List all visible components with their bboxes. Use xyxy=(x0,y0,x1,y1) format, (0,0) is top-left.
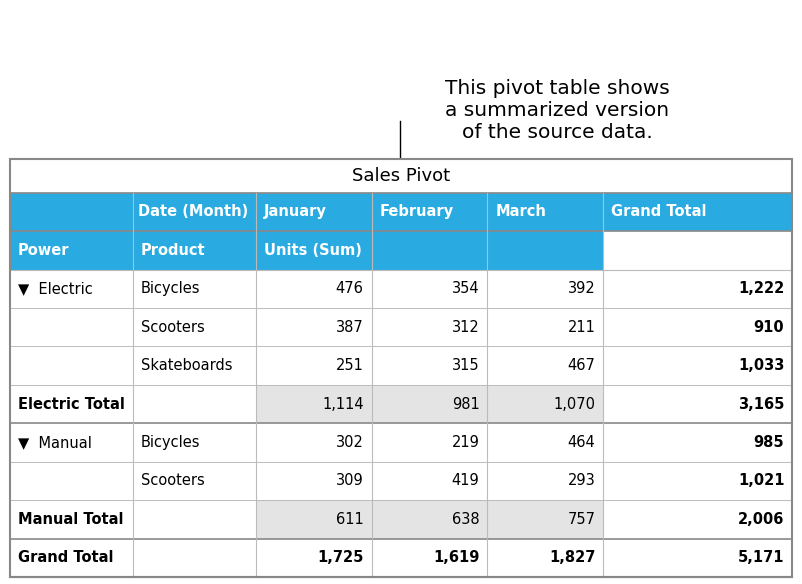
Text: Units (Sum): Units (Sum) xyxy=(264,243,362,258)
Bar xyxy=(488,193,603,231)
Text: February: February xyxy=(379,204,454,220)
Bar xyxy=(10,346,792,385)
Bar xyxy=(133,231,256,270)
Bar xyxy=(603,193,792,231)
Text: 1,619: 1,619 xyxy=(433,550,480,565)
Text: Power: Power xyxy=(18,243,69,258)
Text: ▼  Electric: ▼ Electric xyxy=(18,281,92,296)
Bar xyxy=(10,538,792,577)
Bar xyxy=(603,500,792,538)
Text: Manual Total: Manual Total xyxy=(18,512,124,527)
Text: Scooters: Scooters xyxy=(141,474,205,488)
Text: Scooters: Scooters xyxy=(141,319,205,335)
Bar xyxy=(10,193,133,231)
Text: 309: 309 xyxy=(336,474,363,488)
Text: January: January xyxy=(264,204,326,220)
Text: 387: 387 xyxy=(336,319,363,335)
Text: 315: 315 xyxy=(452,358,480,373)
Bar xyxy=(10,159,792,577)
Text: Date (Month): Date (Month) xyxy=(137,204,248,220)
Bar xyxy=(488,385,603,423)
Bar xyxy=(133,385,256,423)
Text: This pivot table shows
a summarized version
of the source data.: This pivot table shows a summarized vers… xyxy=(445,79,670,142)
Text: March: March xyxy=(496,204,546,220)
Bar xyxy=(10,385,133,423)
Text: 211: 211 xyxy=(568,319,595,335)
Text: Bicycles: Bicycles xyxy=(141,281,200,296)
Text: 2,006: 2,006 xyxy=(738,512,784,527)
Text: 1,114: 1,114 xyxy=(322,397,363,412)
Text: 1,033: 1,033 xyxy=(738,358,784,373)
Bar xyxy=(488,500,603,538)
Text: 1,725: 1,725 xyxy=(318,550,363,565)
Text: 476: 476 xyxy=(336,281,363,296)
Bar xyxy=(10,231,133,270)
Text: Grand Total: Grand Total xyxy=(18,550,113,565)
Text: 467: 467 xyxy=(568,358,595,373)
Text: 251: 251 xyxy=(336,358,363,373)
Text: Product: Product xyxy=(141,243,205,258)
Bar xyxy=(10,159,792,577)
Bar xyxy=(256,500,371,538)
Text: 611: 611 xyxy=(336,512,363,527)
Bar xyxy=(371,231,488,270)
Text: 219: 219 xyxy=(452,435,480,450)
Bar xyxy=(10,500,133,538)
Bar xyxy=(603,385,792,423)
Bar xyxy=(256,193,371,231)
Text: 312: 312 xyxy=(452,319,480,335)
Bar xyxy=(133,193,256,231)
Bar xyxy=(371,193,488,231)
Text: 638: 638 xyxy=(452,512,480,527)
Text: Electric Total: Electric Total xyxy=(18,397,124,412)
Text: Grand Total: Grand Total xyxy=(611,204,707,220)
Text: 1,827: 1,827 xyxy=(549,550,595,565)
Bar xyxy=(10,423,792,462)
Bar xyxy=(10,159,792,193)
Text: 1,070: 1,070 xyxy=(553,397,595,412)
Text: 985: 985 xyxy=(754,435,784,450)
Bar xyxy=(10,462,792,500)
Text: 1,222: 1,222 xyxy=(738,281,784,296)
Bar xyxy=(10,308,792,346)
Text: Sales Pivot: Sales Pivot xyxy=(352,167,450,185)
Text: 5,171: 5,171 xyxy=(738,550,784,565)
Text: 302: 302 xyxy=(336,435,363,450)
Bar xyxy=(256,231,371,270)
Text: Bicycles: Bicycles xyxy=(141,435,200,450)
Text: 981: 981 xyxy=(452,397,480,412)
Text: 293: 293 xyxy=(568,474,595,488)
Text: ▼  Manual: ▼ Manual xyxy=(18,435,91,450)
Text: 757: 757 xyxy=(567,512,595,527)
Text: 910: 910 xyxy=(754,319,784,335)
Text: 1,021: 1,021 xyxy=(738,474,784,488)
Bar xyxy=(371,385,488,423)
Bar xyxy=(133,500,256,538)
Text: 419: 419 xyxy=(452,474,480,488)
Text: 354: 354 xyxy=(452,281,480,296)
Bar xyxy=(488,231,603,270)
Text: 3,165: 3,165 xyxy=(738,397,784,412)
Bar xyxy=(256,385,371,423)
Text: 392: 392 xyxy=(568,281,595,296)
Bar xyxy=(371,500,488,538)
Text: 464: 464 xyxy=(568,435,595,450)
Bar xyxy=(10,270,792,308)
Bar xyxy=(603,231,792,270)
Text: Skateboards: Skateboards xyxy=(141,358,233,373)
